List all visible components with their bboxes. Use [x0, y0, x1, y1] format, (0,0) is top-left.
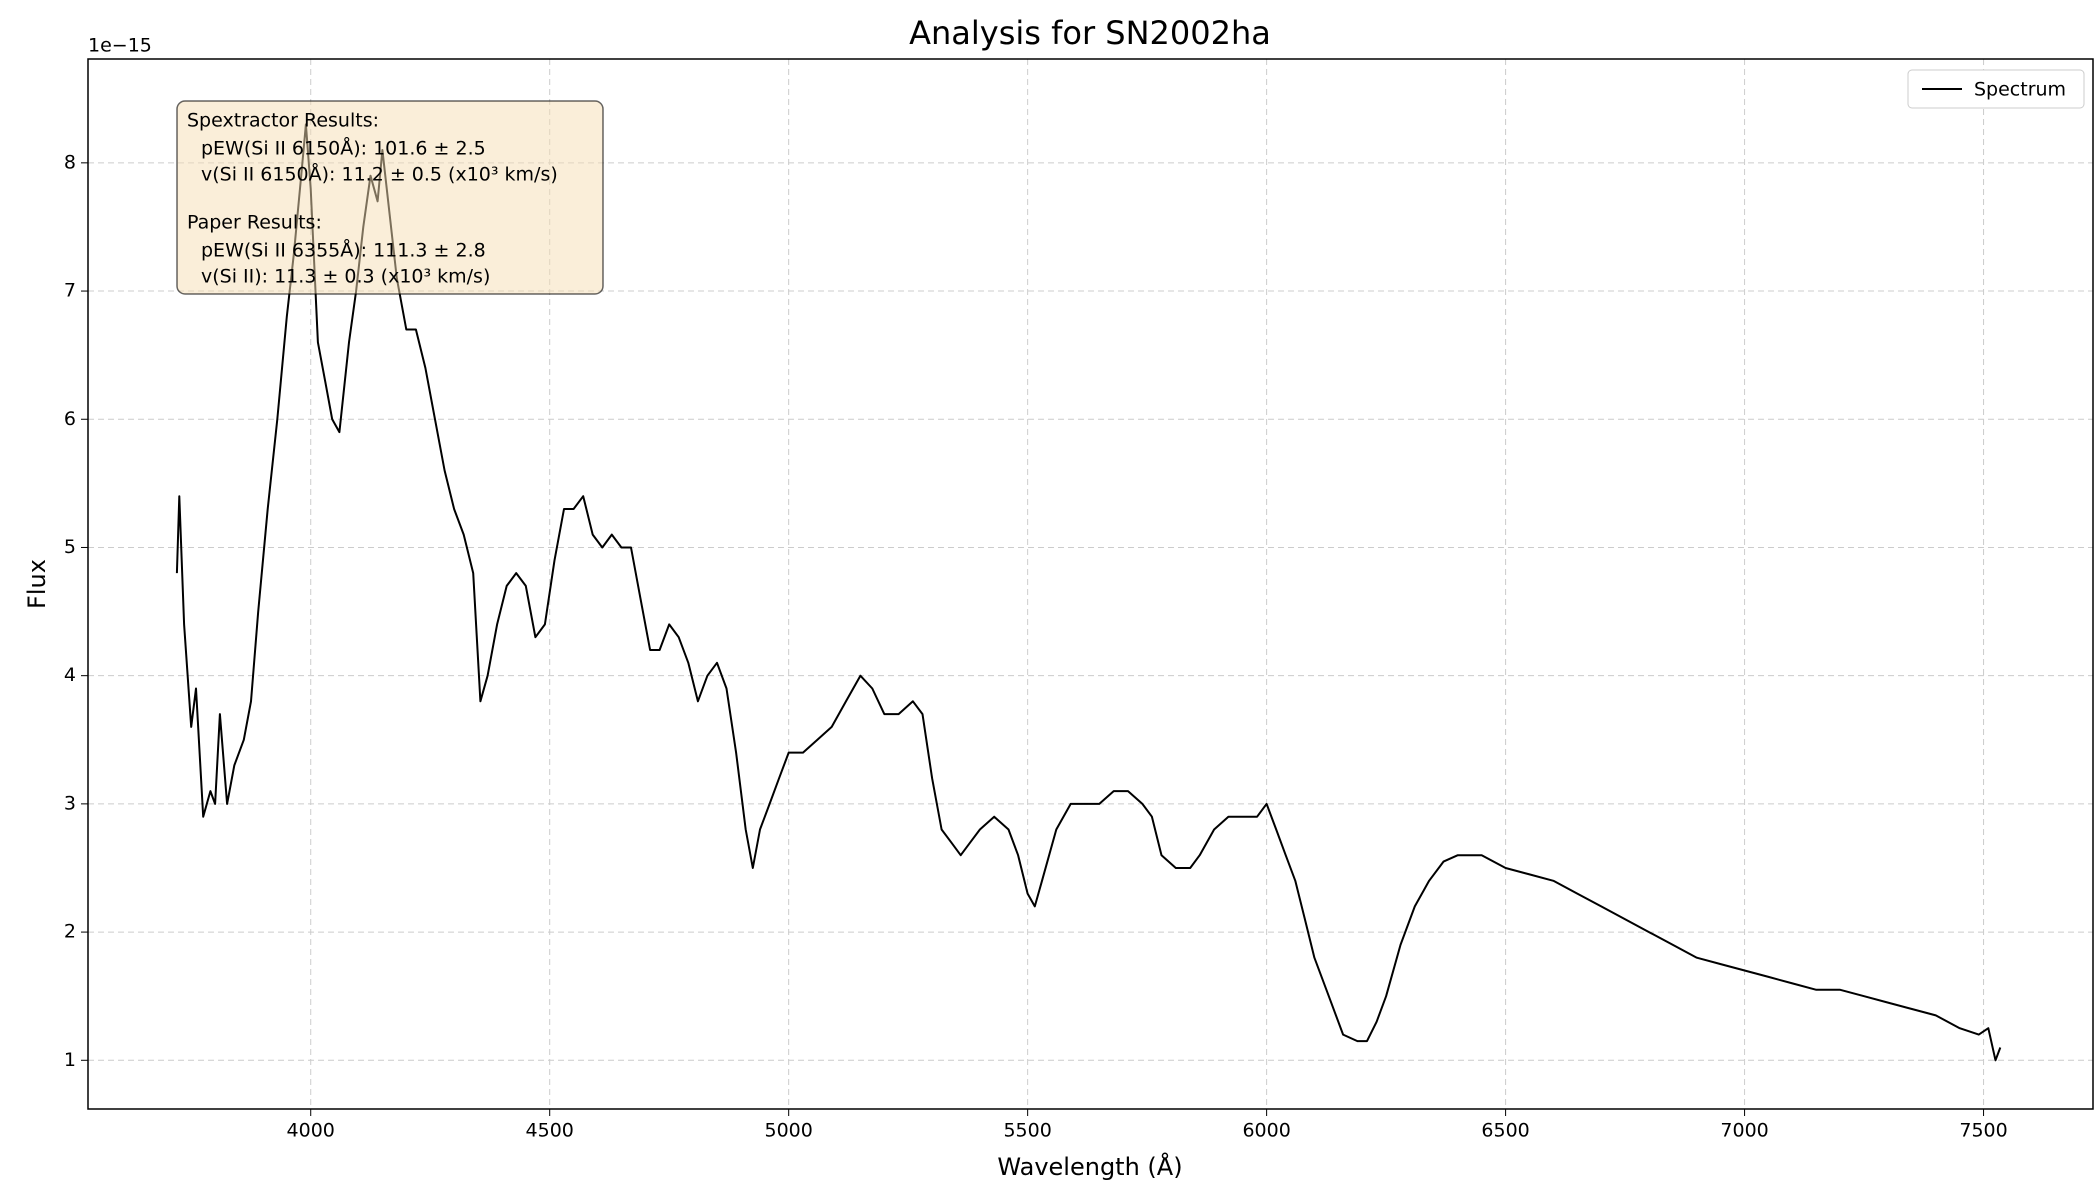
y-tick-label: 4	[64, 664, 76, 686]
x-tick-label: 6000	[1242, 1120, 1290, 1142]
annotation-line: pEW(Si II 6150Å): 101.6 ± 2.5	[201, 137, 486, 160]
x-tick-label: 5000	[764, 1120, 812, 1142]
y-tick-label: 7	[64, 280, 76, 302]
annotation-line: v(Si II): 11.3 ± 0.3 (x10³ km/s)	[201, 266, 490, 288]
annotation-heading: Paper Results:	[187, 212, 322, 234]
y-tick-label: 6	[64, 408, 76, 430]
annotation-heading: Spextractor Results:	[187, 110, 379, 132]
y-tick-label: 8	[64, 151, 76, 173]
y-tick-label: 3	[64, 792, 76, 814]
legend-box	[1907, 69, 2085, 109]
annotation-line: pEW(Si II 6355Å): 111.3 ± 2.8	[201, 239, 486, 262]
annotation-line: v(Si II 6150Å): 11.2 ± 0.5 (x10³ km/s)	[201, 163, 558, 186]
x-tick-label: 7500	[1959, 1120, 2007, 1142]
chart-title: Analysis for SN2002ha	[909, 14, 1271, 52]
axes-frame	[87, 58, 2094, 1110]
spectrum-line	[175, 123, 2002, 1062]
legend-label: Spectrum	[1974, 79, 2066, 101]
x-tick-label: 4500	[526, 1120, 574, 1142]
y-tick-label: 2	[64, 921, 76, 943]
x-tick-label: 5500	[1003, 1120, 1051, 1142]
y-tick-label: 5	[64, 536, 76, 558]
annotation-box	[176, 100, 604, 295]
x-axis-label: Wavelength (Å)	[997, 1152, 1182, 1181]
y-offset-label: 1e−15	[88, 35, 152, 57]
x-tick-label: 4000	[287, 1120, 335, 1142]
y-axis-label: Flux	[23, 559, 51, 609]
x-tick-label: 7000	[1720, 1120, 1768, 1142]
x-tick-label: 6500	[1481, 1120, 1529, 1142]
y-tick-label: 1	[64, 1049, 76, 1071]
